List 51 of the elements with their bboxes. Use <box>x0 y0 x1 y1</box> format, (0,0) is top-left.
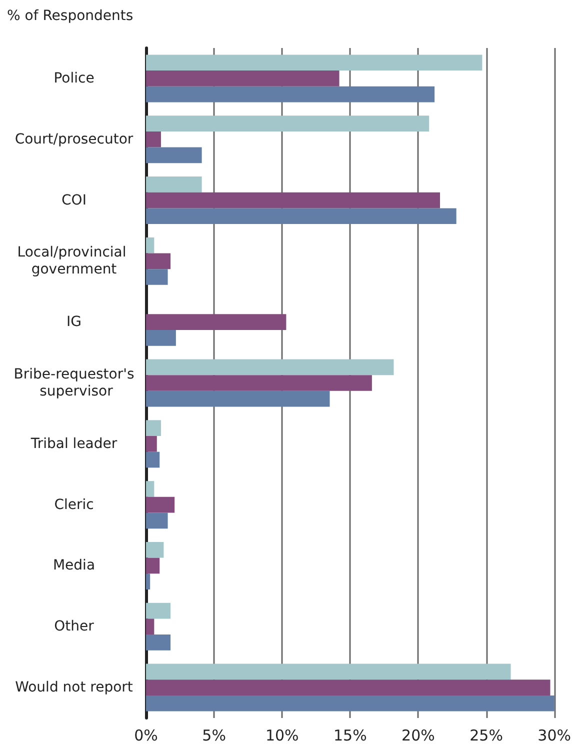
bar <box>146 542 164 558</box>
bar <box>146 574 150 590</box>
bar <box>146 70 340 86</box>
bar <box>146 86 435 102</box>
bar <box>146 359 394 376</box>
y-tick-label: IG <box>66 314 82 330</box>
x-tick-label: 30% <box>538 726 571 744</box>
x-tick-label: 5% <box>202 726 226 744</box>
bar <box>146 634 170 650</box>
y-tick-label: Bribe-requestor's supervisor <box>14 366 134 400</box>
bar <box>146 695 554 712</box>
y-tick-label: Court/prosecutor <box>14 131 134 148</box>
bar <box>146 680 550 696</box>
bar <box>146 512 168 529</box>
bar <box>146 390 330 407</box>
bar <box>146 558 160 574</box>
x-tick-label: 25% <box>470 726 503 744</box>
bar <box>146 192 440 208</box>
bar <box>146 147 202 164</box>
bar <box>146 375 372 391</box>
y-tick-label: Media <box>52 558 96 574</box>
bar <box>146 618 154 635</box>
bar <box>146 664 511 680</box>
bar <box>146 481 154 497</box>
bar <box>146 237 154 254</box>
y-tick-label: Other <box>54 618 94 635</box>
bar <box>146 269 168 285</box>
bar <box>146 208 456 224</box>
bar <box>146 253 170 270</box>
bar <box>146 496 175 513</box>
y-tick-label: COI <box>62 192 86 208</box>
bar <box>146 452 160 468</box>
y-tick-label: Would not report <box>15 680 134 696</box>
bar <box>146 116 430 132</box>
bar <box>146 330 176 346</box>
x-tick-label: 0% <box>134 726 158 744</box>
y-tick-label: Local/provincial government <box>17 244 131 278</box>
bar <box>146 436 157 452</box>
x-tick-label: 10% <box>265 726 299 744</box>
bar <box>146 420 161 436</box>
y-tick-label: Tribal leader <box>30 436 118 452</box>
x-axis-title: % of Respondents <box>7 8 134 24</box>
y-tick-label: Cleric <box>54 496 94 513</box>
y-tick-label: Police <box>54 70 94 86</box>
bar <box>146 131 161 148</box>
bar <box>146 54 482 71</box>
bar <box>146 602 170 619</box>
x-tick-label: 15% <box>333 726 367 744</box>
x-tick-label: 20% <box>402 726 435 744</box>
bar <box>146 176 202 192</box>
bar <box>146 314 286 330</box>
